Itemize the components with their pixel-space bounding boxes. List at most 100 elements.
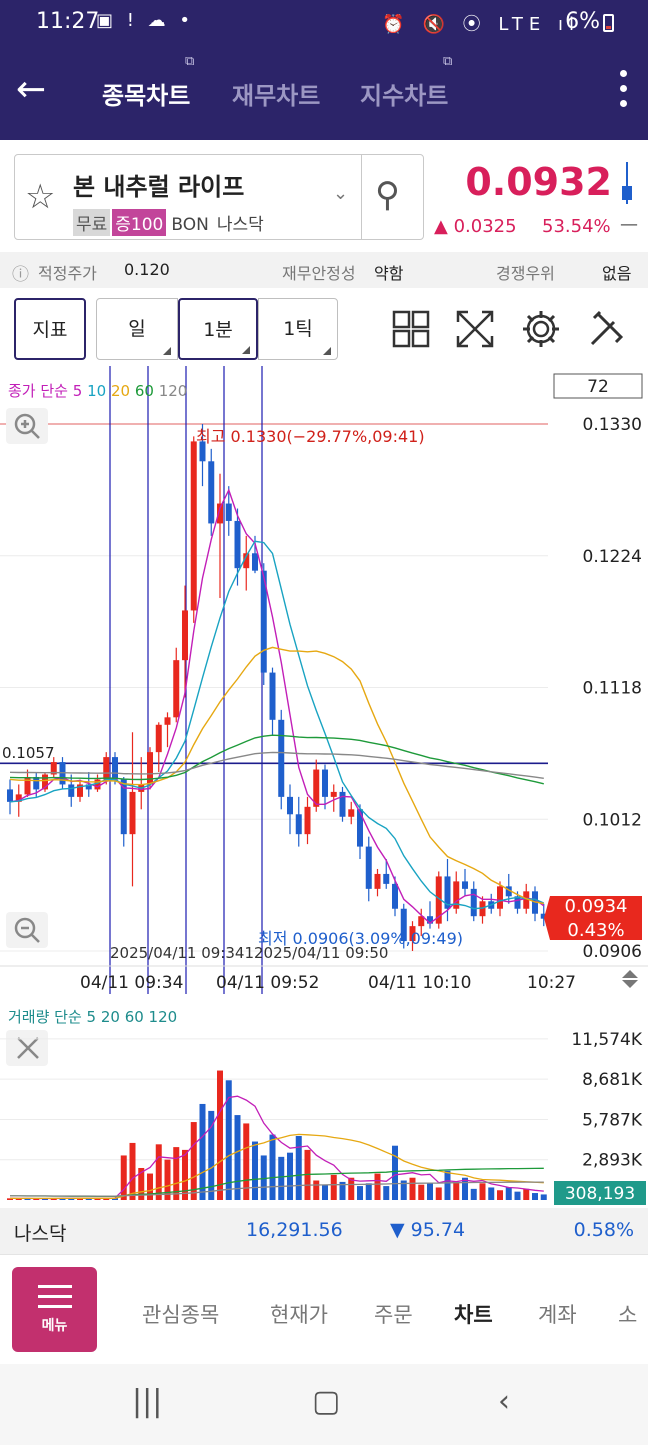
candle-body <box>295 814 302 835</box>
help-icon[interactable]: ⓘ <box>12 265 29 285</box>
price-dash: — <box>620 214 638 235</box>
volume-bar <box>453 1181 460 1200</box>
volume-bar <box>182 1149 188 1200</box>
candle-body <box>7 789 13 802</box>
nav-account[interactable]: 계좌 <box>538 1303 577 1327</box>
volume-bar <box>94 1198 101 1200</box>
scroll-arrows-icon[interactable] <box>622 970 638 988</box>
chart-area[interactable]: 0.1330 0.1224 0.1118 0.1012 0.0906 72 종가 단순 … <box>0 366 648 1208</box>
volume-bar <box>278 1156 285 1200</box>
tab-index-chart-label: 지수차트 <box>360 82 449 110</box>
current-price: 0.0932 <box>465 160 612 204</box>
volume-bar <box>173 1147 180 1200</box>
nav-chart[interactable]: 차트 <box>454 1303 493 1327</box>
back-nav-icon[interactable]: ‹ <box>498 1384 510 1419</box>
volume-bar <box>7 1198 13 1200</box>
volume-bar <box>103 1197 110 1200</box>
fair-price-value: 0.120 <box>124 260 170 279</box>
divider <box>361 155 362 239</box>
stock-selector[interactable]: ☆ 본 내추럴 라이프 ⌄ 무료 증100 BON 나스닥 ⚲ <box>14 154 424 240</box>
candle-body <box>313 769 320 807</box>
volume-bar <box>409 1177 416 1200</box>
index-ticker[interactable]: 나스닥 16,291.56 ▼ 95.74 0.58% <box>0 1208 648 1254</box>
settings-gear-icon[interactable] <box>518 306 564 352</box>
battery-level: 6% <box>565 9 600 34</box>
drawing-tools-icon[interactable] <box>584 306 630 352</box>
volume-bar <box>348 1177 355 1200</box>
battery-icon <box>603 14 614 32</box>
layout-grid-icon[interactable] <box>388 306 434 352</box>
y-tick-label: 0.0906 <box>583 942 642 962</box>
volume-bar <box>400 1180 407 1200</box>
favorite-star-icon[interactable]: ☆ <box>25 177 56 217</box>
y-tick-label: 0.1118 <box>583 679 642 699</box>
status-system-icons: ⏰ 🔇 ⦿ LTE ıl <box>382 14 580 35</box>
candle-body <box>383 873 390 884</box>
candle-body <box>24 776 31 795</box>
candle-body <box>234 520 241 569</box>
y-tick-label: 0.1224 <box>583 547 642 567</box>
search-icon[interactable]: ⚲ <box>375 175 400 215</box>
more-options-icon[interactable] <box>620 70 628 110</box>
volume-bar <box>234 1115 241 1200</box>
tab-financial-chart[interactable]: 재무차트 <box>232 76 320 111</box>
overlapping-date-labels: 2025/04/11 09:3412025/04/11 09:50 <box>110 944 388 962</box>
volume-tick-label: 11,574K <box>571 1030 642 1050</box>
price-volume-chart[interactable]: 0.1330 0.1224 0.1118 0.1012 0.0906 72 종가 단순 … <box>0 366 648 1208</box>
indicator-button[interactable]: 지표 <box>14 298 86 360</box>
candle-body <box>287 796 293 815</box>
candle-body <box>400 908 407 942</box>
volume-bar <box>155 1144 162 1200</box>
candle-body <box>479 901 486 917</box>
zoom-out-icon[interactable] <box>6 912 48 948</box>
volume-bar <box>85 1198 92 1200</box>
candle-body <box>112 757 118 780</box>
volume-bar <box>514 1191 521 1200</box>
candle-body <box>15 794 22 802</box>
period-day-button[interactable]: 일 <box>96 298 178 360</box>
high-price-label: 최고 0.1330(−29.77%,09:41) <box>196 427 425 446</box>
nav-current-price[interactable]: 현재가 <box>270 1303 328 1327</box>
period-minute-button[interactable]: 1분 <box>178 298 258 360</box>
recent-apps-icon[interactable]: ||| <box>132 1384 163 1419</box>
nav-order[interactable]: 주문 <box>374 1303 413 1327</box>
volume-bar <box>217 1070 223 1200</box>
back-arrow-icon[interactable]: ← <box>16 69 47 110</box>
candle-body <box>462 881 468 889</box>
chevron-down-icon[interactable]: ⌄ <box>333 183 349 204</box>
menu-button[interactable]: 메뉴 <box>12 1267 97 1352</box>
candle-body <box>374 873 381 889</box>
low-price-label: 최저 0.0906(3.09%,09:49) <box>258 929 463 948</box>
tab-financial-chart-label: 재무차트 <box>232 82 321 110</box>
period-tick-button[interactable]: 1틱 <box>258 298 338 360</box>
x-tick-label: 04/11 10:10 <box>368 973 471 993</box>
candle-body <box>392 883 398 909</box>
fullscreen-icon[interactable] <box>452 306 498 352</box>
volume-marks <box>7 1070 547 1200</box>
tab-stock-chart-label: 종목차트 <box>102 82 191 110</box>
competitive-label: 경쟁우위 <box>496 264 555 283</box>
home-icon[interactable]: ▢ <box>312 1384 341 1419</box>
tag-market: 나스닥 <box>216 215 264 235</box>
copy-badge-icon: ⧉ <box>185 54 195 69</box>
candle-body <box>164 717 171 725</box>
zoom-in-icon[interactable] <box>6 408 48 444</box>
x-tick-label: 04/11 09:34 <box>80 973 183 993</box>
volume-bar <box>199 1103 206 1200</box>
period-day-label: 일 <box>128 318 146 340</box>
candle-body <box>50 762 57 775</box>
nav-watchlist[interactable]: 관심종목 <box>142 1303 220 1327</box>
candle-body <box>173 660 180 718</box>
tab-stock-chart[interactable]: 종목차트 ⧉ <box>102 54 194 111</box>
tab-index-chart[interactable]: 지수차트 ⧉ <box>360 54 452 111</box>
candle-body <box>260 570 267 673</box>
volume-bar <box>15 1198 22 1200</box>
copy-badge-icon: ⧉ <box>443 54 453 69</box>
volume-bar <box>147 1173 153 1200</box>
candle-body <box>322 769 328 797</box>
close-volume-icon[interactable] <box>6 1030 48 1066</box>
candle-body <box>155 724 162 753</box>
status-notification-icons: ▣ ! ☁ • <box>96 10 195 31</box>
nav-more[interactable]: 소 <box>618 1303 638 1327</box>
ma20-line <box>9 646 544 905</box>
